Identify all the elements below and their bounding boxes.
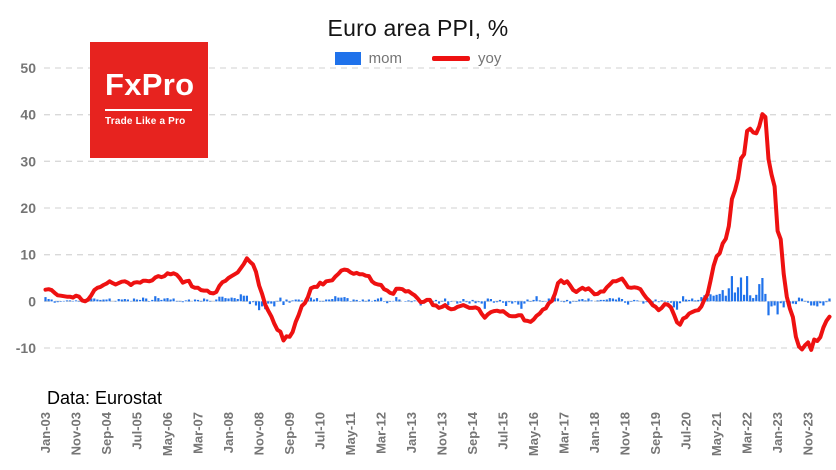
fxpro-logo-brand: FxPro xyxy=(105,67,195,102)
legend-label-yoy: yoy xyxy=(478,50,502,67)
svg-text:May-16: May-16 xyxy=(526,412,541,456)
svg-text:Nov-13: Nov-13 xyxy=(435,412,450,455)
chart-title: Euro area PPI, % xyxy=(327,15,509,41)
fxpro-logo: FxPro Trade Like a Pro xyxy=(90,42,208,158)
svg-text:Mar-17: Mar-17 xyxy=(557,412,572,454)
svg-text:May-21: May-21 xyxy=(709,412,724,456)
svg-text:Nov-03: Nov-03 xyxy=(69,412,84,455)
legend: mom yoy xyxy=(0,50,836,67)
svg-text:Sep-04: Sep-04 xyxy=(99,411,114,454)
svg-text:Jul-20: Jul-20 xyxy=(679,412,694,450)
svg-text:Mar-12: Mar-12 xyxy=(374,412,389,454)
svg-text:Jan-08: Jan-08 xyxy=(221,412,236,453)
svg-text:Sep-14: Sep-14 xyxy=(465,411,480,454)
svg-text:40: 40 xyxy=(20,107,36,123)
mom-bar-swatch-icon xyxy=(334,52,361,65)
svg-text:0: 0 xyxy=(28,293,36,309)
svg-text:Nov-18: Nov-18 xyxy=(618,412,633,455)
yoy-line-swatch-icon xyxy=(432,56,470,61)
svg-text:10: 10 xyxy=(20,247,36,263)
svg-text:May-06: May-06 xyxy=(160,412,175,456)
svg-text:Jul-05: Jul-05 xyxy=(130,412,145,450)
fxpro-logo-rule xyxy=(105,109,192,111)
svg-text:Jan-03: Jan-03 xyxy=(38,412,53,453)
source-note: Data: Eurostat xyxy=(47,388,163,408)
svg-text:Sep-09: Sep-09 xyxy=(282,412,297,455)
svg-text:20: 20 xyxy=(20,200,36,216)
legend-item-yoy: yoy xyxy=(432,50,501,67)
fxpro-logo-tagline: Trade Like a Pro xyxy=(105,116,186,127)
svg-text:30: 30 xyxy=(20,153,36,169)
legend-label-mom: mom xyxy=(368,50,402,67)
svg-text:-10: -10 xyxy=(16,340,36,356)
svg-text:Nov-08: Nov-08 xyxy=(252,412,267,455)
svg-text:Nov-23: Nov-23 xyxy=(801,412,816,455)
svg-text:Jan-18: Jan-18 xyxy=(587,412,602,453)
svg-text:Jul-10: Jul-10 xyxy=(313,412,328,450)
legend-item-mom: mom xyxy=(334,50,402,67)
svg-text:Mar-22: Mar-22 xyxy=(740,412,755,454)
svg-text:Jul-15: Jul-15 xyxy=(496,412,511,450)
svg-text:May-11: May-11 xyxy=(343,412,358,455)
svg-text:Jan-13: Jan-13 xyxy=(404,412,419,453)
svg-text:Mar-07: Mar-07 xyxy=(191,412,206,454)
svg-text:Sep-19: Sep-19 xyxy=(648,412,663,455)
svg-text:50: 50 xyxy=(20,60,36,76)
svg-text:Jan-23: Jan-23 xyxy=(770,412,785,453)
